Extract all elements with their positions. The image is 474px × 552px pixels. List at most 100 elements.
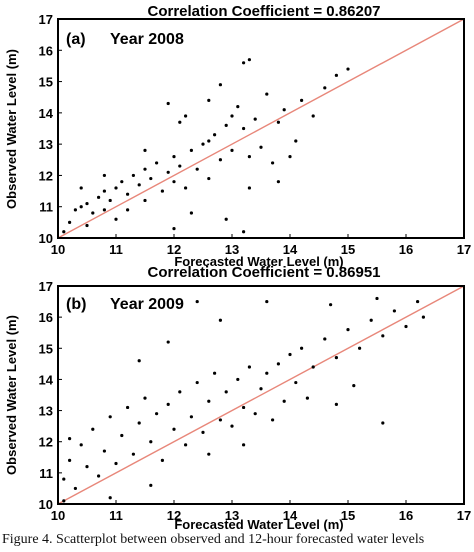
x-tick-label: 11	[109, 242, 123, 257]
data-point	[189, 415, 193, 419]
data-point	[97, 195, 101, 199]
data-point	[91, 211, 95, 215]
data-point	[108, 415, 112, 419]
data-point	[195, 299, 199, 304]
data-point	[102, 189, 106, 193]
y-tick-label: 12	[39, 168, 53, 183]
x-tick-label: 14	[283, 508, 298, 523]
data-point	[160, 189, 164, 193]
panel-label-a: (a)	[66, 31, 86, 48]
data-point	[62, 499, 66, 503]
data-point	[68, 437, 72, 441]
data-point	[323, 337, 327, 341]
data-point	[166, 101, 170, 106]
panel-a: Correlation Coefficient = 0.86207 10 11 12…	[4, 3, 471, 269]
plot-frame-a	[57, 18, 465, 239]
data-point	[102, 208, 106, 212]
x-tick-label: 15	[341, 242, 355, 257]
data-point	[253, 117, 257, 121]
data-point	[195, 167, 199, 171]
data-point	[265, 299, 269, 304]
data-point	[334, 356, 338, 360]
data-point	[334, 402, 338, 406]
data-point	[323, 86, 327, 90]
data-point	[120, 433, 124, 438]
data-point	[166, 170, 170, 174]
data-point	[102, 173, 106, 178]
data-point	[282, 108, 286, 112]
y-tick-label: 11	[39, 200, 53, 215]
data-point	[288, 352, 292, 357]
data-point	[137, 183, 141, 187]
data-point	[143, 148, 147, 152]
data-point	[300, 346, 304, 350]
data-point	[149, 483, 153, 487]
data-point	[358, 346, 362, 350]
data-point	[172, 427, 176, 431]
data-point	[224, 390, 228, 394]
data-point	[236, 105, 240, 109]
data-point	[189, 211, 193, 215]
data-point	[253, 412, 257, 416]
x-axis-label-a: Forecasted Water Level (m)	[174, 254, 343, 269]
y-axis-label-b: Observed Water Level (m)	[4, 315, 19, 475]
data-point	[381, 334, 385, 338]
y-tick-label: 14	[39, 106, 54, 121]
y-tick-label: 16	[39, 43, 53, 58]
data-point	[79, 443, 83, 447]
y-tick-label: 14	[39, 372, 54, 387]
data-point	[126, 208, 130, 212]
data-point	[114, 217, 118, 221]
data-point	[108, 198, 112, 203]
data-point	[172, 155, 176, 159]
data-point	[247, 58, 251, 62]
data-point	[329, 303, 333, 307]
data-point	[276, 180, 280, 184]
y-tick-label: 12	[39, 435, 53, 450]
year-label-b: Year 2009	[110, 296, 184, 313]
data-point	[91, 427, 95, 431]
data-point	[131, 452, 135, 456]
data-point	[195, 380, 199, 385]
data-point	[207, 452, 211, 456]
data-point	[218, 318, 222, 322]
data-point	[242, 61, 246, 65]
data-point	[271, 161, 275, 165]
data-point	[126, 405, 130, 410]
data-point	[300, 98, 304, 102]
x-tick-label: 17	[457, 242, 471, 257]
x-tick-label: 15	[341, 508, 355, 523]
data-point	[189, 148, 193, 152]
x-tick-label: 12	[167, 508, 181, 523]
data-point	[230, 148, 234, 152]
data-point	[247, 155, 251, 159]
y-tick-label: 15	[39, 75, 53, 90]
data-point	[131, 173, 135, 178]
data-point	[178, 120, 182, 124]
x-tick-label: 11	[109, 508, 123, 523]
reference-line-a	[57, 18, 465, 239]
data-point	[166, 340, 170, 344]
x-tick-label: 14	[283, 242, 298, 257]
data-point	[201, 142, 205, 146]
data-point	[143, 167, 147, 171]
data-point	[184, 186, 188, 190]
data-point	[346, 328, 350, 332]
data-point	[242, 126, 246, 131]
data-point	[236, 377, 240, 382]
data-point	[79, 205, 83, 209]
data-point	[294, 380, 298, 385]
data-point	[114, 186, 118, 190]
x-tick-label: 13	[225, 242, 239, 257]
chart-title-a: Correlation Coefficient = 0.86207	[148, 3, 381, 20]
data-point	[265, 92, 269, 96]
plot-frame-b	[57, 285, 465, 505]
data-point	[184, 443, 188, 447]
y-tick-label: 17	[39, 12, 53, 27]
panel-b: Correlation Coefficient = 0.86951 10 11 12…	[4, 264, 471, 532]
y-tick-label: 16	[39, 310, 53, 325]
data-point	[143, 396, 147, 400]
tick-labels-b: 10 11 12 13 14 15 16 17 10 11 12 13 14 15 16 17	[39, 279, 472, 523]
x-tick-label: 10	[51, 242, 65, 257]
